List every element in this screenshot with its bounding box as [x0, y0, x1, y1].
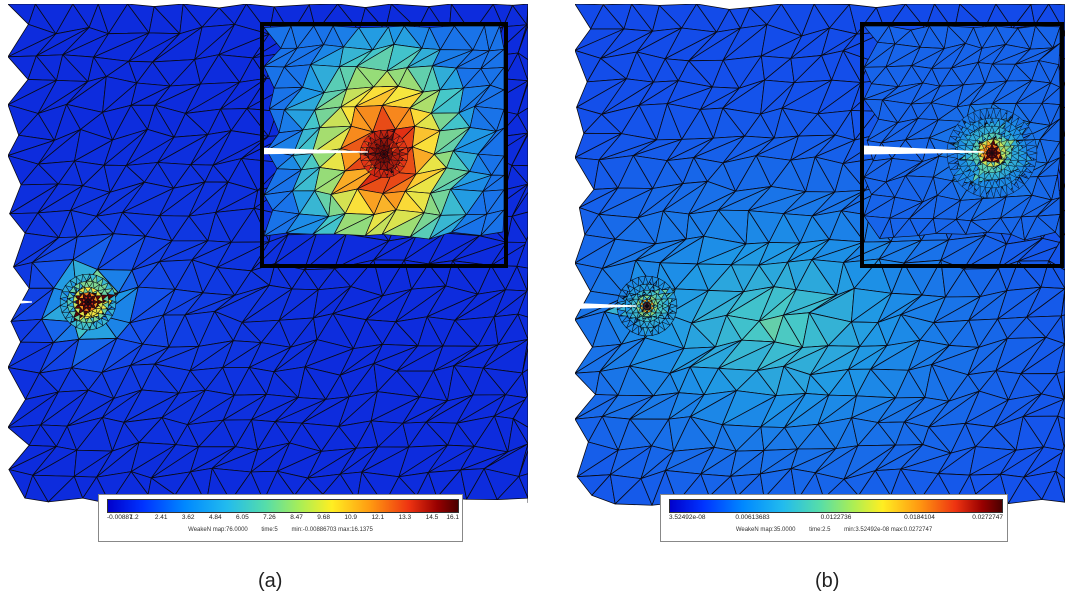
- colorbar-tick-label: 13.3: [398, 514, 412, 521]
- colorbar-tick-label: 4.84: [208, 514, 222, 521]
- colorbar-tick-label: 10.9: [344, 514, 358, 521]
- inset-mesh-b: [864, 26, 1060, 241]
- crack-notch: [264, 147, 368, 155]
- time-info: time:5: [261, 527, 278, 533]
- colorbar-tick-label: 16.1: [446, 514, 459, 521]
- colorbar-legend-a: -0.00887 1.2 2.41 3.62 4.84 6.05 7.26 8.47 9.68 1…: [98, 494, 463, 542]
- colorbar-tick-label: 2.41: [154, 514, 168, 521]
- colorbar-tick-label: 12.1: [371, 514, 385, 521]
- colorbar-tick-label: -0.00887: [107, 514, 133, 521]
- crack-notch: [8, 299, 32, 305]
- legend-info-b: WeakeN map:35.0000 time:2.5 min:3.52492e…: [661, 527, 1007, 533]
- colorbar-b: [669, 499, 1003, 513]
- time-info: time:2.5: [809, 527, 831, 533]
- colorbar-tick-label: 1.2: [129, 514, 139, 521]
- colorbar-ticks-b: 3.52492e-08 0.00613683 0.0122736 0.0184104 0…: [669, 514, 1003, 524]
- colorbar-tick-label: 0.0272747: [972, 514, 1003, 521]
- colorbar-tick-label: 3.62: [181, 514, 195, 521]
- colorbar-tick-label: 0.0184104: [904, 514, 935, 521]
- colorbar-tick-label: 3.52492e-08: [669, 514, 706, 521]
- colorbar-tick-label: 0.0122736: [820, 514, 852, 521]
- refined-mesh-zone: [59, 273, 117, 331]
- colorbar-tick-label: 0.00613683: [735, 514, 770, 521]
- colorbar-a: [107, 499, 459, 513]
- colorbar-legend-b: 3.52492e-08 0.00613683 0.0122736 0.0184104 0…: [660, 494, 1008, 542]
- field-cells: [264, 26, 504, 240]
- refined-mesh-zone: [946, 107, 1038, 199]
- mesh-field-b: [575, 4, 1065, 506]
- zoom-inset-b: [860, 22, 1064, 268]
- colorbar-tick-label: 8.47: [290, 514, 303, 521]
- panel-label-a: (a): [258, 570, 283, 592]
- map-info: WeakeN map:35.0000: [735, 527, 796, 533]
- colorbar-tick-label: 7.26: [263, 514, 276, 521]
- panel-b-field-plot: 3.52492e-08 0.00613683 0.0122736 0.0184104 0…: [575, 4, 1065, 556]
- crack-notch: [575, 303, 637, 309]
- colorbar-ticks-a: -0.00887 1.2 2.41 3.62 4.84 6.05 7.26 8.47 9.68 1…: [107, 514, 459, 524]
- map-info: WeakeN map:76.0000: [188, 527, 248, 533]
- refined-mesh-zone: [616, 275, 678, 337]
- colorbar-tick-label: 9.68: [317, 514, 330, 521]
- panel-label-b: (b): [815, 570, 840, 592]
- field-cells: [575, 4, 1065, 506]
- panel-a-field-plot: -0.00887 1.2 2.41 3.62 4.84 6.05 7.26 8.47 9.68 1…: [8, 4, 528, 556]
- legend-info-a: WeakeN map:76.0000 time:5 min:-0.0088670…: [99, 527, 462, 533]
- refined-mesh-zone: [359, 129, 409, 179]
- zoom-inset-a: [260, 22, 508, 268]
- colorbar-tick-label: 6.05: [236, 514, 249, 521]
- range-info: min:-0.00886703 max:16.1375: [291, 527, 373, 533]
- colorbar-tick-label: 14.5: [425, 514, 439, 521]
- range-info: min:3.52492e-08 max:0.0272747: [844, 527, 933, 533]
- crack-notch: [864, 145, 984, 155]
- inset-mesh-a: [264, 26, 504, 240]
